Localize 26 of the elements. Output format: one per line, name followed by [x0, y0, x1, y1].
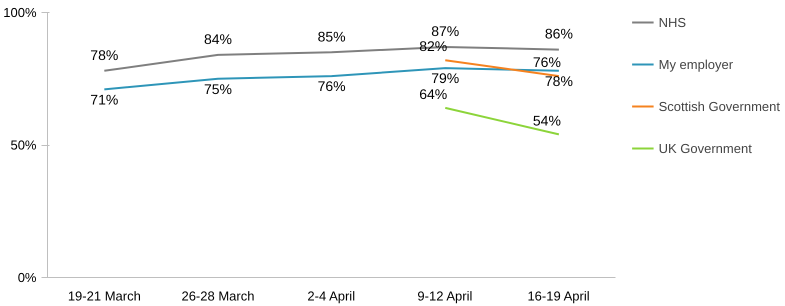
data-label: 64%	[419, 86, 448, 102]
x-tick-label: 19-21 March	[68, 288, 141, 304]
legend-label: My employer	[658, 56, 734, 72]
x-tick-label: 26-28 March	[181, 288, 254, 304]
data-label: 87%	[431, 22, 460, 39]
x-tick-label: 2-4 April	[307, 288, 356, 304]
data-label: 76%	[532, 54, 561, 70]
x-tick-label: 16-19 April	[527, 288, 590, 304]
legend-label: Scottish Government	[658, 98, 780, 114]
data-label: 86%	[544, 26, 573, 42]
y-tick-label: 100%	[3, 5, 37, 20]
data-label: 78%	[544, 72, 573, 89]
data-label: 54%	[532, 112, 561, 128]
data-label: 78%	[90, 46, 118, 63]
data-label: 85%	[318, 28, 346, 44]
data-label: 76%	[318, 78, 346, 94]
data-label: 84%	[204, 30, 232, 47]
data-label: 79%	[431, 70, 460, 86]
x-tick-label: 9-12 April	[417, 288, 472, 304]
legend-label: NHS	[658, 14, 686, 30]
y-tick-label: 50%	[10, 138, 37, 152]
data-label: 71%	[90, 91, 118, 108]
data-label: 82%	[419, 38, 448, 54]
legend-label: UK Government	[658, 140, 752, 156]
y-tick-label: 0%	[18, 270, 37, 285]
data-label: 75%	[204, 80, 232, 97]
